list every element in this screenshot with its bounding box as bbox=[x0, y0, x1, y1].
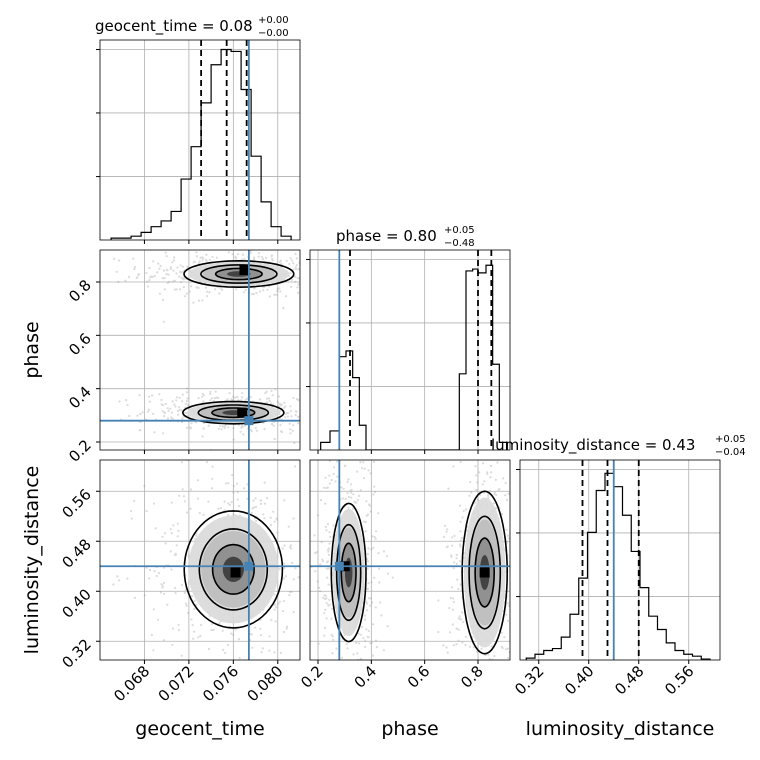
ytick-label-phase-2: 0.6 bbox=[65, 329, 95, 359]
xtick-label-geocent_time-1: 0.072 bbox=[155, 662, 198, 705]
ytick-label-luminosity_distance-0: 0.32 bbox=[58, 635, 94, 671]
xlabel-geocent_time: geocent_time bbox=[135, 718, 264, 740]
xtick-label-luminosity_distance-2: 0.48 bbox=[611, 662, 647, 698]
peak-mode-1 bbox=[479, 567, 490, 578]
title-phase-minus: −0.48 bbox=[444, 238, 475, 249]
panel-hist-geocent_time bbox=[99, 39, 301, 241]
title-luminosity_distance-minus: −0.04 bbox=[715, 447, 746, 458]
title-luminosity_distance: luminosity_distance = 0.43 +0.05 −0.04 bbox=[491, 434, 746, 458]
title-phase: phase = 0.80 +0.05 −0.48 bbox=[336, 225, 475, 249]
panel-2d-geocent_time-luminosity_distance-frame bbox=[99, 459, 301, 661]
panel-2d-geocent_time-luminosity_distance-plot-area bbox=[100, 460, 300, 660]
hist-phase-step bbox=[320, 264, 508, 450]
contour-mode-0-0 bbox=[330, 502, 367, 643]
title-luminosity_distance-plus: +0.05 bbox=[715, 434, 746, 445]
panel-2d-geocent_time-phase bbox=[99, 249, 301, 451]
panel-hist-luminosity_distance bbox=[519, 459, 721, 661]
contour-mode-1-0 bbox=[181, 400, 285, 425]
title-geocent_time-minus: −0.00 bbox=[258, 28, 289, 39]
peak-mode-0 bbox=[239, 265, 250, 275]
contour-mode-0-2 bbox=[214, 267, 263, 281]
panel-2d-phase-luminosity_distance-plot-area bbox=[310, 460, 510, 660]
contour-mode-1-2 bbox=[474, 537, 496, 608]
ytick-label-luminosity_distance-1: 0.40 bbox=[58, 585, 94, 621]
peak-mode-0 bbox=[230, 567, 241, 578]
contour-mode-0-2 bbox=[340, 542, 357, 603]
xtick-label-geocent_time-0: 0.068 bbox=[110, 662, 153, 705]
xlabel-phase: phase bbox=[381, 718, 438, 740]
panel-hist-phase bbox=[309, 249, 511, 451]
xtick-label-geocent_time-2: 0.076 bbox=[199, 662, 242, 705]
contour-mode-0-1 bbox=[200, 264, 278, 284]
xtick-label-phase-0: 0.2 bbox=[297, 662, 327, 692]
xtick-label-geocent_time-3: 0.080 bbox=[244, 662, 287, 705]
contour-mode-0-1 bbox=[335, 523, 362, 622]
title-geocent_time: geocent_time = 0.08 +0.00 −0.00 bbox=[95, 15, 289, 39]
ytick-label-luminosity_distance-3: 0.56 bbox=[58, 485, 94, 521]
contour-mode-0-0 bbox=[183, 510, 284, 629]
title-geocent_time-plus: +0.00 bbox=[258, 15, 289, 26]
panels: 0.068 0.072 0.076 0.080 0.2 0.4 0.6 0.8 0.32 0.40… bbox=[58, 39, 721, 705]
truth-marker bbox=[244, 416, 254, 426]
contour-mode-0-2 bbox=[211, 543, 255, 595]
contour-mode-1-1 bbox=[468, 515, 502, 630]
ylabel-phase: phase bbox=[21, 321, 43, 378]
contour-mode-0-0 bbox=[183, 259, 295, 289]
panel-2d-geocent_time-luminosity_distance bbox=[99, 459, 301, 661]
hist-geocent_time-frame bbox=[99, 39, 301, 241]
panel-2d-phase-luminosity_distance bbox=[309, 459, 511, 661]
truth-marker bbox=[334, 561, 344, 571]
peak-mode-1 bbox=[237, 407, 248, 418]
ytick-label-phase-0: 0.2 bbox=[65, 436, 95, 466]
xtick-label-phase-1: 0.4 bbox=[351, 662, 381, 692]
ytick-label-phase-3: 0.8 bbox=[65, 276, 95, 306]
ylabel-luminosity_distance: luminosity_distance bbox=[21, 466, 43, 655]
hist-luminosity_distance-frame bbox=[519, 459, 721, 661]
truth-marker bbox=[244, 561, 254, 571]
xtick-label-phase-3: 0.8 bbox=[457, 662, 487, 692]
hist-luminosity_distance-step bbox=[525, 472, 711, 660]
xtick-label-luminosity_distance-0: 0.32 bbox=[511, 662, 547, 698]
xtick-label-luminosity_distance-1: 0.40 bbox=[561, 662, 597, 698]
panel-2d-geocent_time-phase-plot-area bbox=[100, 250, 300, 450]
xlabel-luminosity_distance: luminosity_distance bbox=[526, 718, 715, 740]
title-phase-plus: +0.05 bbox=[444, 225, 475, 236]
ytick-label-luminosity_distance-2: 0.48 bbox=[58, 535, 94, 571]
title-phase-main: phase = 0.80 bbox=[336, 227, 437, 245]
ytick-label-phase-1: 0.4 bbox=[65, 383, 95, 413]
panel-2d-geocent_time-phase-frame bbox=[99, 249, 301, 451]
panel-2d-phase-luminosity_distance-frame bbox=[309, 459, 511, 661]
title-geocent_time-main: geocent_time = 0.08 bbox=[95, 17, 253, 36]
contour-mode-1-0 bbox=[461, 490, 509, 655]
title-luminosity_distance-main: luminosity_distance = 0.43 bbox=[491, 436, 695, 455]
xtick-label-phase-2: 0.6 bbox=[404, 662, 434, 692]
hist-phase-frame bbox=[309, 249, 511, 451]
xtick-label-luminosity_distance-3: 0.56 bbox=[661, 662, 697, 698]
contour-mode-0-1 bbox=[198, 528, 269, 611]
